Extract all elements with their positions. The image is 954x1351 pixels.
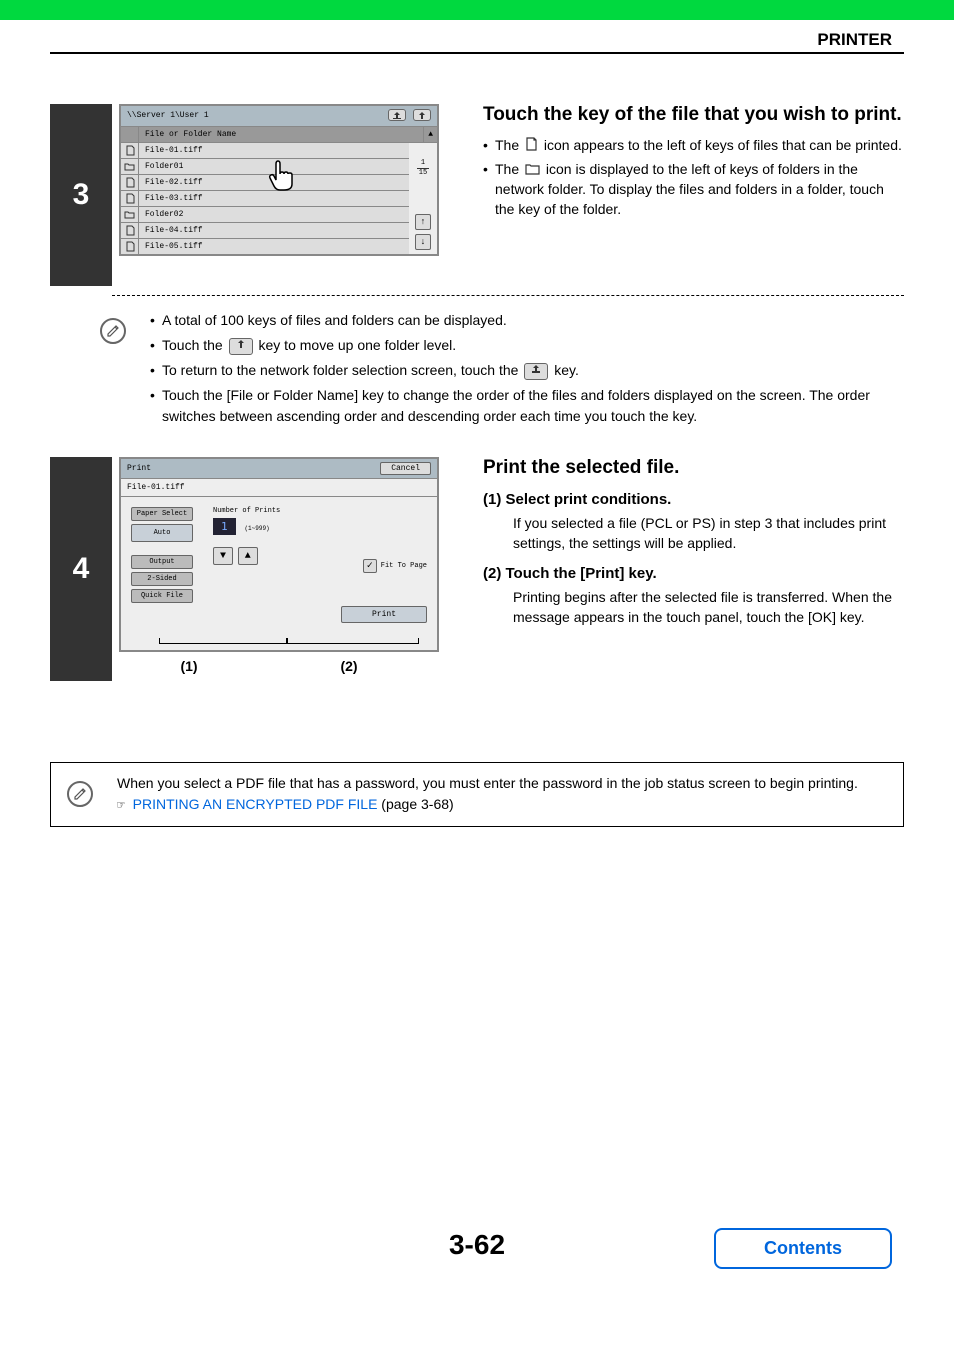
file-icon xyxy=(121,175,139,190)
scroll-up-button[interactable]: ↑ xyxy=(415,214,431,230)
contents-button[interactable]: Contents xyxy=(714,1228,892,1269)
notebox-text1: When you select a PDF file that has a pa… xyxy=(117,773,887,794)
file-browser-screen: \\Server 1\User 1 File or Folder Name ▲ xyxy=(119,104,439,256)
increase-button[interactable]: ▲ xyxy=(238,547,258,565)
decrease-button[interactable]: ▼ xyxy=(213,547,233,565)
callout-2: (2) xyxy=(259,658,439,674)
file-name: File-01.tiff xyxy=(139,143,409,158)
file-row[interactable]: File-04.tiff xyxy=(121,223,409,239)
file-row[interactable]: File-01.tiff xyxy=(121,143,409,159)
file-list: File-01.tiff Folder01 File-02.tiff File-… xyxy=(121,143,409,254)
up-folder-button-1[interactable] xyxy=(388,109,406,121)
file-icon xyxy=(121,191,139,206)
print-button[interactable]: Print xyxy=(341,606,427,623)
file-row[interactable]: File-03.tiff xyxy=(121,191,409,207)
file-list-header[interactable]: File or Folder Name ▲ xyxy=(121,127,437,143)
file-name: File-03.tiff xyxy=(139,191,409,206)
file-icon xyxy=(525,137,538,157)
page-indicator: 1 15 xyxy=(417,145,429,179)
page-current: 1 xyxy=(417,160,429,168)
path-text: \\Server 1\User 1 xyxy=(127,111,209,120)
fit-to-page-option[interactable]: ✓ Fit To Page xyxy=(363,559,427,573)
file-name: File-05.tiff xyxy=(139,239,409,254)
header-underline xyxy=(50,52,904,54)
num-prints-label: Number of Prints xyxy=(213,507,427,515)
fit-page-checkbox[interactable]: ✓ xyxy=(363,559,377,573)
file-name: File-04.tiff xyxy=(139,223,409,238)
print-screen-header: Print Cancel xyxy=(121,459,437,479)
notebox-text2: (page 3-68) xyxy=(377,796,453,812)
callout-labels: (1) (2) xyxy=(119,658,439,674)
step3-title: Touch the key of the file that you wish … xyxy=(483,104,904,126)
step4-item2-body: Printing begins after the selected file … xyxy=(483,588,904,627)
step4-item2-title: (2) Touch the [Print] key. xyxy=(483,565,904,582)
step-3-container: 3 \\Server 1\User 1 File or Folder Name … xyxy=(50,104,904,286)
step4-item1-title: (1) Select print conditions. xyxy=(483,491,904,508)
step3-screen-wrapper: \\Server 1\User 1 File or Folder Name ▲ xyxy=(112,104,439,286)
callout-1: (1) xyxy=(119,658,259,674)
step3-notes: A total of 100 keys of files and folders… xyxy=(100,310,904,431)
quick-file-button[interactable]: Quick File xyxy=(131,589,193,603)
num-prints-value: 1 xyxy=(213,518,236,535)
dashed-separator xyxy=(112,295,904,296)
file-browser-header: \\Server 1\User 1 xyxy=(121,106,437,127)
file-row[interactable]: File-02.tiff xyxy=(121,175,409,191)
page-total: 15 xyxy=(417,170,429,178)
num-prints-range: (1~999) xyxy=(244,525,269,532)
note-3: To return to the network folder selectio… xyxy=(150,360,904,381)
callout-bracket xyxy=(159,638,419,644)
note-box: When you select a PDF file that has a pa… xyxy=(50,762,904,827)
callout-divider xyxy=(286,638,288,644)
file-name: Folder01 xyxy=(139,159,409,174)
file-icon xyxy=(121,239,139,254)
file-name: Folder02 xyxy=(139,207,409,222)
pencil-note-icon xyxy=(100,318,126,344)
notebox-link[interactable]: PRINTING AN ENCRYPTED PDF FILE xyxy=(133,796,378,812)
up-folder-button-2[interactable] xyxy=(413,109,431,121)
output-button[interactable]: Output xyxy=(131,555,193,569)
paper-select-button[interactable]: Paper Select xyxy=(131,507,193,521)
folder-icon xyxy=(525,161,540,181)
print-title: Print xyxy=(127,464,151,473)
cancel-button[interactable]: Cancel xyxy=(380,462,431,475)
auto-button[interactable]: Auto xyxy=(131,524,193,542)
note-4: Touch the [File or Folder Name] key to c… xyxy=(150,385,904,427)
page-header: PRINTER xyxy=(817,30,892,50)
step-4-number: 4 xyxy=(50,457,112,681)
file-name: File-02.tiff xyxy=(139,175,409,190)
file-icon xyxy=(121,143,139,158)
step3-bullet-1: The icon appears to the left of keys of … xyxy=(483,136,904,156)
step-3-number: 3 xyxy=(50,104,112,286)
step3-text: Touch the key of the file that you wish … xyxy=(483,104,904,286)
file-icon xyxy=(121,223,139,238)
up-arrow-bar-button-icon xyxy=(524,363,548,380)
folder-icon xyxy=(121,207,139,222)
scroll-down-button[interactable]: ↓ xyxy=(415,234,431,250)
file-header-name: File or Folder Name xyxy=(139,127,423,142)
file-row[interactable]: Folder01 xyxy=(121,159,409,175)
step-4-container: 4 Print Cancel File-01.tiff Paper Select… xyxy=(50,457,904,681)
step4-title: Print the selected file. xyxy=(483,457,904,479)
two-sided-button[interactable]: 2-Sided xyxy=(131,572,193,586)
sort-arrow-icon: ▲ xyxy=(423,127,437,142)
fit-page-label: Fit To Page xyxy=(381,562,427,570)
file-row[interactable]: File-05.tiff xyxy=(121,239,409,254)
file-row[interactable]: Folder02 xyxy=(121,207,409,223)
top-green-bar xyxy=(0,0,954,20)
note-1: A total of 100 keys of files and folders… xyxy=(150,310,904,331)
scroll-area: 1 15 ↑ ↓ xyxy=(409,143,437,254)
up-arrow-button-icon xyxy=(229,338,253,355)
step3-bullet-2: The icon is displayed to the left of key… xyxy=(483,160,904,219)
print-filename: File-01.tiff xyxy=(121,479,437,497)
pencil-note-icon xyxy=(67,781,93,807)
step4-item1-body: If you selected a file (PCL or PS) in st… xyxy=(483,514,904,553)
folder-icon xyxy=(121,159,139,174)
step4-text: Print the selected file. (1) Select prin… xyxy=(483,457,904,681)
note-2: Touch the key to move up one folder leve… xyxy=(150,335,904,356)
print-screen: Print Cancel File-01.tiff Paper Select A… xyxy=(119,457,439,652)
